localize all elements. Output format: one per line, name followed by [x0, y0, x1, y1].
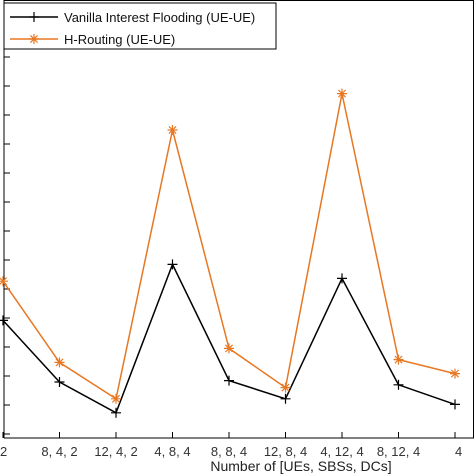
data-point	[54, 357, 65, 368]
data-point	[337, 273, 347, 284]
legend: Vanilla Interest Flooding (UE-UE) H-Routi…	[3, 2, 277, 50]
legend-marker	[29, 34, 39, 44]
x-tick-label: 8, 12, 4	[377, 444, 420, 459]
x-tick-label: 8, 4, 2	[41, 444, 77, 459]
legend-label: Vanilla Interest Flooding (UE-UE)	[64, 10, 255, 25]
data-point	[0, 315, 8, 326]
legend-label: H-Routing (UE-UE)	[64, 32, 175, 47]
data-point	[224, 375, 234, 386]
x-tick-label: 12, 4, 2	[94, 444, 137, 459]
data-point	[450, 368, 460, 379]
legend-box	[3, 2, 277, 50]
data-point	[450, 399, 460, 410]
data-point	[167, 259, 178, 270]
data-point	[111, 393, 121, 404]
data-point	[280, 382, 291, 393]
series-line	[2, 262, 456, 414]
x-tick-label: 8, 8, 4	[211, 444, 247, 459]
data-point	[54, 377, 65, 387]
data-point	[393, 379, 404, 390]
data-point	[167, 125, 178, 135]
data-point	[393, 354, 404, 365]
data-point	[0, 276, 8, 287]
x-tick-label: 4, 8, 4	[154, 444, 190, 459]
x-axis-title: Number of [UEs, SBSs, DCs]	[210, 458, 391, 474]
x-ticks: 2 8, 4, 2 12, 4, 2 4, 8, 4 8, 8, 4 12, 8, 4 4,…	[0, 432, 462, 459]
series-h-routing	[0, 88, 460, 404]
x-tick-label: 4, 12, 4	[320, 444, 363, 459]
x-tick-label: 4	[455, 444, 462, 459]
x-tick-label: 2	[0, 444, 7, 459]
legend-marker	[29, 12, 39, 22]
x-tick-label: 12, 8, 4	[264, 444, 307, 459]
series-layer	[0, 88, 460, 418]
data-point	[224, 343, 234, 354]
y-ticks	[4, 26, 10, 435]
data-point	[337, 88, 347, 99]
legend-entries: Vanilla Interest Flooding (UE-UE) H-Routi…	[10, 10, 255, 47]
data-point	[111, 407, 121, 418]
data-point	[280, 393, 291, 404]
series-vanilla-interest-flooding	[0, 259, 460, 418]
